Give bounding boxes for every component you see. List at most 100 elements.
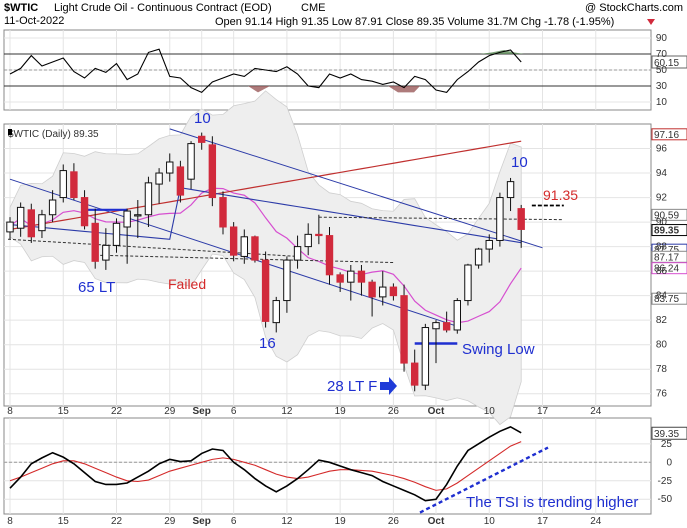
price-tick-label: 76 (656, 389, 668, 400)
x-tick-label: Sep (193, 406, 211, 417)
candle-body (102, 244, 110, 261)
annotation-10-right: 10 (511, 154, 528, 171)
exchange-label: CME (301, 2, 325, 14)
candle-body (198, 135, 206, 143)
price-panel (3, 123, 652, 407)
tsi-tick-label: 25 (661, 439, 673, 450)
arrow-right-icon (380, 377, 397, 395)
legend-swatch (8, 129, 12, 135)
x-tick-label: 10 (484, 516, 496, 527)
tsi-tick-label: 0 (666, 457, 672, 468)
x-tick-label: Oct (428, 406, 445, 417)
rsi-last-label: 60.15 (654, 58, 679, 69)
rsi-tick-label: 90 (656, 33, 668, 44)
x-tick-label: 15 (58, 516, 70, 527)
x-tick-label: 19 (335, 516, 347, 527)
price-tick-label: 94 (656, 168, 668, 179)
candle-body (506, 181, 515, 199)
rsi-tick-label: 30 (656, 81, 668, 92)
annotation-28-lt-f: 28 LT F (327, 378, 377, 395)
candle-body (176, 166, 185, 196)
price-last-label: 89.35 (654, 226, 679, 237)
candle-body (144, 182, 153, 216)
price-last-box (651, 262, 687, 275)
tsi-last-label: 39.35 (654, 429, 679, 440)
support-dashed (7, 238, 298, 257)
candle-body (38, 214, 46, 232)
tsi-panel (3, 417, 652, 515)
candle-body (80, 197, 89, 227)
annotation-tsi-trend: The TSI is trending higher (466, 494, 638, 511)
x-tick-label: 6 (231, 516, 237, 527)
tsi-last-box (651, 426, 687, 440)
candle-body (123, 210, 131, 228)
annotation-10-top: 10 (194, 110, 211, 127)
candle-body (187, 143, 195, 180)
instrument-name: Light Crude Oil - Continuous Contract (E… (54, 2, 272, 14)
x-tick-label: 10 (484, 406, 496, 417)
price-tick-label: 78 (656, 364, 668, 375)
candle-body (464, 264, 472, 302)
price-tick-label: 88 (656, 242, 668, 253)
price-last-label: 83.75 (654, 294, 679, 305)
candle-body (357, 270, 366, 283)
candle-body (6, 221, 14, 233)
candle-body (432, 322, 440, 330)
watermark: @ StockCharts.com (585, 2, 683, 14)
rsi-series: 60.15 (4, 48, 687, 94)
candle-body (400, 295, 408, 364)
price-tick-label: 92 (656, 193, 668, 204)
candle-body (208, 144, 217, 199)
price-last-box (651, 128, 687, 141)
resistance-dashed (318, 216, 564, 221)
annotation-swing-low: Swing Low (462, 341, 535, 358)
price-last-box (651, 292, 687, 305)
x-tick-label: Sep (193, 516, 211, 527)
x-tick-label: 22 (111, 516, 123, 527)
price-last-label: 86.24 (654, 264, 679, 275)
x-tick-label: 22 (111, 406, 123, 417)
candle-body (59, 170, 67, 199)
x-tick-label: 29 (164, 516, 176, 527)
candle-body (293, 246, 302, 261)
annotation-91-35: 91.35 (543, 187, 578, 203)
ohlc-summary: Open 91.14 High 91.35 Low 87.91 Close 89… (215, 16, 614, 28)
x-tick-label: 17 (537, 406, 549, 417)
x-tick-label: 24 (590, 406, 602, 417)
candle-body (442, 322, 451, 331)
rsi-tick-label: 50 (656, 65, 668, 76)
candle-body (91, 222, 99, 262)
candle-body (261, 259, 270, 322)
price-tick-label: 90 (656, 217, 668, 228)
rsi-last-box (651, 55, 687, 69)
candle-body (325, 235, 334, 276)
price-legend: $WTIC (Daily) 89.35 (8, 129, 99, 140)
candle-body (517, 208, 525, 230)
candle-body (112, 222, 121, 246)
x-tick-label: 26 (388, 516, 400, 527)
x-tick-label: 8 (7, 516, 13, 527)
candle-body (155, 172, 163, 185)
x-tick-label: 26 (388, 406, 400, 417)
candle-body (368, 281, 376, 298)
rsi-line (9, 48, 522, 94)
price-last-box (651, 208, 687, 221)
rsi-oversold-fill (388, 86, 420, 93)
candle-body (453, 300, 462, 331)
x-tick-label: 24 (590, 516, 602, 527)
candle-body (283, 259, 291, 302)
rsi-tick-label: 70 (656, 49, 668, 60)
candle-body (421, 327, 430, 386)
x-tick-label: 6 (231, 406, 237, 417)
tsi-tick-label: -25 (658, 476, 673, 487)
tsi-signal-line (9, 441, 522, 491)
tsi-tick-label: -50 (658, 494, 673, 505)
candle-body (411, 362, 419, 386)
candle-body (347, 270, 355, 283)
x-tick-label: 19 (335, 406, 347, 417)
chart-date: 11-Oct-2022 (4, 15, 64, 27)
annotation-failed: Failed (168, 276, 206, 292)
x-tick-label: 15 (58, 406, 70, 417)
tsi-series: 39.35 (4, 425, 687, 514)
down-arrow-icon (647, 19, 655, 25)
